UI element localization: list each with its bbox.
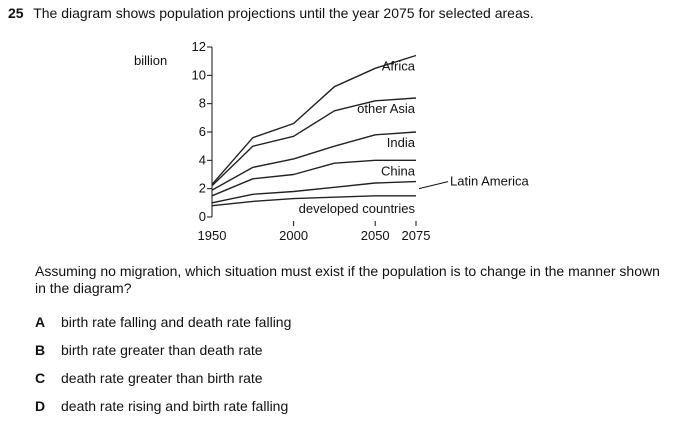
series-line-china [211,159,416,197]
option-a-letter: A [35,314,46,330]
series-line-latin-america [211,180,417,204]
option-c-letter: C [35,370,46,386]
y-tick-label: 2 [199,181,206,196]
y-tick-label: 6 [199,124,206,139]
option-c-text: death rate greater than birth rate [61,370,263,386]
label-leader-latin-america [418,181,449,190]
y-tick-label: 0 [199,209,206,224]
option-b-text: birth rate greater than death rate [61,342,263,358]
y-tick-label: 12 [192,39,206,54]
series-line-developed-countries [211,195,416,207]
y-tick-label: 8 [199,96,206,111]
y-tick-label: 4 [199,152,206,167]
y-tick-label: 10 [192,67,206,82]
x-tick-label: 1950 [198,228,227,243]
y-ticks: 0 2 4 6 8 10 12 [192,39,212,224]
series-label-latin-america: Latin America [450,174,530,189]
option-a-text: birth rate falling and death rate fallin… [61,314,292,330]
series-label-india: India [387,135,416,150]
x-tick-label: 2075 [402,228,431,243]
population-chart: billion 0 2 4 6 8 10 12 1950 2000 2050 2075 devel… [134,39,530,243]
series-line-other-asia [211,97,417,187]
option-d-text: death rate rising and birth rate falling [61,398,289,414]
x-tick-label: 2000 [279,228,308,243]
question-header: 25 The diagram shows population projecti… [8,5,534,21]
series-label-africa: Africa [382,59,416,74]
series-label-developed-countries: developed countries [299,201,416,216]
series-labels: developed countries Latin America China Ind… [299,59,530,217]
question-stem: The diagram shows population projections… [33,5,534,21]
series-lines [211,54,417,207]
series-line-africa [211,54,417,185]
series-label-china: China [381,163,416,178]
question-number: 25 [8,5,24,21]
series-label-other-asia: other Asia [357,101,416,116]
x-tick-label: 2050 [361,228,390,243]
option-d-letter: D [35,398,46,414]
series-line-india [211,131,417,191]
question-prompt: Assuming no migration, which situation m… [35,263,660,296]
option-b-letter: B [35,342,46,358]
y-axis-label: billion [134,53,167,68]
x-ticks: 1950 2000 2050 2075 [198,221,431,243]
